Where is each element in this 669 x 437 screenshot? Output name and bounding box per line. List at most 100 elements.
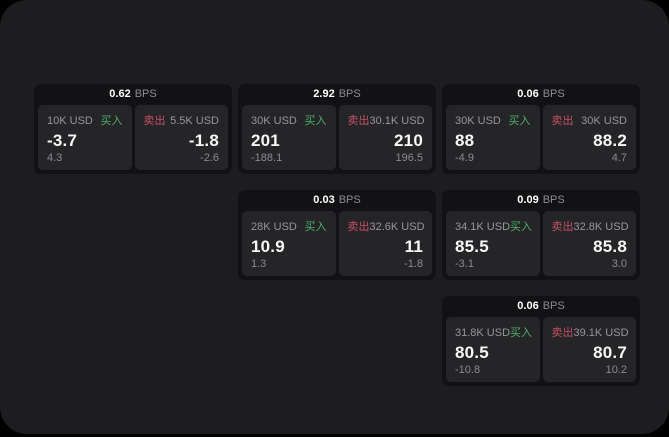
sell-notional: 32.8K USD (573, 221, 629, 233)
buy-notional: 30K USD (455, 115, 501, 127)
bps-value: 0.09 (517, 194, 539, 206)
sell-panel[interactable]: 卖出 32.6K USD 11 -1.8 (338, 211, 432, 276)
quote-card: 0.06 BPS 31.8K USD 买入 80.5 -10.8 卖出 39.1… (442, 296, 640, 386)
sell-notional: 32.6K USD (369, 221, 425, 233)
buy-panel[interactable]: 34.1K USD 买入 85.5 -3.1 (446, 211, 540, 276)
quote-card: 0.62 BPS 10K USD 买入 -3.7 4.3 卖出 5.5K USD… (34, 84, 232, 174)
card-body: 31.8K USD 买入 80.5 -10.8 卖出 39.1K USD 80.… (442, 317, 640, 386)
sell-panel[interactable]: 卖出 39.1K USD 80.7 10.2 (542, 317, 636, 382)
buy-change: 1.3 (251, 258, 267, 270)
buy-panel-top: 28K USD 买入 (251, 218, 327, 234)
card-header: 0.62 BPS (34, 84, 232, 105)
buy-notional: 10K USD (47, 115, 93, 127)
sell-change: 196.5 (395, 152, 423, 164)
sell-side-label: 卖出 (143, 115, 166, 127)
bps-unit-label: BPS (542, 88, 565, 100)
buy-price: 80.5 (455, 343, 489, 362)
buy-side-label: 买入 (510, 221, 533, 233)
buy-price: 10.9 (251, 237, 285, 256)
sell-panel[interactable]: 卖出 30K USD 88.2 4.7 (542, 105, 636, 170)
card-body: 30K USD 买入 88 -4.9 卖出 30K USD 88.2 4.7 (442, 105, 640, 174)
sell-panel-top: 卖出 30K USD (552, 112, 628, 128)
bps-unit-label: BPS (338, 194, 361, 206)
sell-price: 80.7 (593, 343, 627, 362)
buy-change: 4.3 (47, 152, 63, 164)
quote-card: 0.06 BPS 30K USD 买入 88 -4.9 卖出 30K USD 8… (442, 84, 640, 174)
buy-price: 201 (251, 131, 280, 150)
buy-change: -10.8 (455, 364, 481, 376)
sell-side-label: 卖出 (551, 115, 574, 127)
buy-panel-top: 30K USD 买入 (251, 112, 327, 128)
sell-change: 10.2 (605, 364, 627, 376)
sell-notional: 5.5K USD (170, 115, 219, 127)
sell-panel[interactable]: 卖出 5.5K USD -1.8 -2.6 (134, 105, 228, 170)
buy-panel[interactable]: 31.8K USD 买入 80.5 -10.8 (446, 317, 540, 382)
sell-panel-top: 卖出 5.5K USD (144, 112, 220, 128)
bps-value: 0.62 (109, 88, 131, 100)
buy-price: -3.7 (47, 131, 78, 150)
sell-price: 210 (394, 131, 423, 150)
sell-side-label: 卖出 (347, 221, 370, 233)
sell-panel-top: 卖出 30.1K USD (348, 112, 425, 128)
quote-card: 0.03 BPS 28K USD 买入 10.9 1.3 卖出 32.6K US… (238, 190, 436, 280)
sell-change: 3.0 (611, 258, 627, 270)
quote-grid: 0.62 BPS 10K USD 买入 -3.7 4.3 卖出 5.5K USD… (34, 84, 640, 386)
bps-value: 0.03 (313, 194, 335, 206)
buy-panel[interactable]: 28K USD 买入 10.9 1.3 (242, 211, 336, 276)
sell-panel-top: 卖出 39.1K USD (551, 324, 629, 340)
buy-panel[interactable]: 30K USD 买入 88 -4.9 (446, 105, 540, 170)
quote-card: 0.09 BPS 34.1K USD 买入 85.5 -3.1 卖出 32.8K… (442, 190, 640, 280)
buy-panel-top: 10K USD 买入 (47, 112, 123, 128)
card-header: 0.03 BPS (238, 190, 436, 211)
sell-panel[interactable]: 卖出 30.1K USD 210 196.5 (338, 105, 432, 170)
sell-side-label: 卖出 (551, 327, 574, 339)
sell-notional: 30K USD (581, 115, 627, 127)
buy-panel[interactable]: 30K USD 买入 201 -188.1 (242, 105, 336, 170)
buy-panel-top: 30K USD 买入 (455, 112, 531, 128)
buy-price: 85.5 (455, 237, 489, 256)
buy-change: -4.9 (455, 152, 474, 164)
card-body: 10K USD 买入 -3.7 4.3 卖出 5.5K USD -1.8 -2.… (34, 105, 232, 174)
sell-side-label: 卖出 (551, 221, 574, 233)
buy-panel[interactable]: 10K USD 买入 -3.7 4.3 (38, 105, 132, 170)
card-header: 2.92 BPS (238, 84, 436, 105)
buy-panel-top: 34.1K USD 买入 (455, 218, 533, 234)
buy-notional: 34.1K USD (455, 221, 511, 233)
buy-notional: 31.8K USD (455, 327, 511, 339)
buy-panel-top: 31.8K USD 买入 (455, 324, 533, 340)
buy-side-label: 买入 (100, 115, 123, 127)
card-header: 0.06 BPS (442, 296, 640, 317)
buy-side-label: 买入 (304, 221, 327, 233)
bps-unit-label: BPS (542, 194, 565, 206)
buy-change: -188.1 (251, 152, 283, 164)
buy-notional: 30K USD (251, 115, 297, 127)
card-body: 30K USD 买入 201 -188.1 卖出 30.1K USD 210 1… (238, 105, 436, 174)
sell-change: 4.7 (611, 152, 627, 164)
card-body: 28K USD 买入 10.9 1.3 卖出 32.6K USD 11 -1.8 (238, 211, 436, 280)
sell-change: -2.6 (200, 152, 219, 164)
sell-panel-top: 卖出 32.8K USD (551, 218, 629, 234)
quote-card: 2.92 BPS 30K USD 买入 201 -188.1 卖出 30.1K … (238, 84, 436, 174)
buy-notional: 28K USD (251, 221, 297, 233)
card-body: 34.1K USD 买入 85.5 -3.1 卖出 32.8K USD 85.8… (442, 211, 640, 280)
sell-price: 11 (404, 237, 423, 256)
bps-unit-label: BPS (338, 88, 361, 100)
sell-notional: 39.1K USD (573, 327, 629, 339)
sell-price: -1.8 (188, 131, 219, 150)
bps-unit-label: BPS (134, 88, 157, 100)
sell-panel[interactable]: 卖出 32.8K USD 85.8 3.0 (542, 211, 636, 276)
buy-side-label: 买入 (510, 327, 533, 339)
card-header: 0.09 BPS (442, 190, 640, 211)
bps-unit-label: BPS (542, 300, 565, 312)
bps-value: 2.92 (313, 88, 335, 100)
sell-notional: 30.1K USD (369, 115, 425, 127)
buy-change: -3.1 (455, 258, 474, 270)
buy-side-label: 买入 (304, 115, 327, 127)
sell-change: -1.8 (404, 258, 423, 270)
card-header: 0.06 BPS (442, 84, 640, 105)
sell-price: 88.2 (593, 131, 627, 150)
buy-price: 88 (455, 131, 475, 150)
bps-value: 0.06 (517, 300, 539, 312)
buy-side-label: 买入 (508, 115, 531, 127)
